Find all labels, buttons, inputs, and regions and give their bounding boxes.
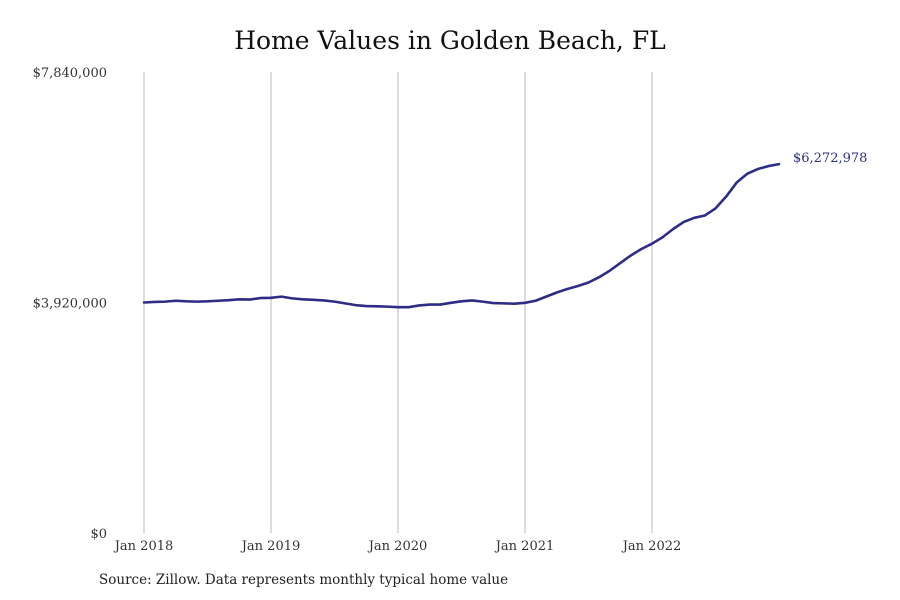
home-value-series-line — [142, 162, 781, 309]
source-note: Source: Zillow. Data represents monthly … — [99, 572, 509, 588]
x-tick-label-4: Jan 2022 — [621, 539, 682, 554]
y-tick-label-0: $0 — [90, 527, 107, 542]
x-tick-label-3: Jan 2021 — [494, 539, 555, 554]
y-tick-label-1: $3,920,000 — [33, 297, 107, 312]
x-tick-label-0: Jan 2018 — [113, 539, 174, 554]
x-axis-tick-labels: Jan 2018 Jan 2019 Jan 2020 Jan 2021 Jan 2022 — [113, 539, 682, 554]
chart-title: Home Values in Golden Beach, FL — [234, 26, 666, 55]
last-value-label: $6,272,978 — [793, 151, 867, 166]
y-tick-label-2: $7,840,000 — [33, 66, 107, 81]
x-tick-label-2: Jan 2020 — [367, 539, 428, 554]
x-tick-label-1: Jan 2019 — [240, 539, 301, 554]
y-axis-tick-labels: $0 $3,920,000 $7,840,000 — [33, 66, 107, 542]
series-group: $6,272,978 — [142, 151, 867, 309]
vertical-gridlines — [143, 72, 653, 533]
